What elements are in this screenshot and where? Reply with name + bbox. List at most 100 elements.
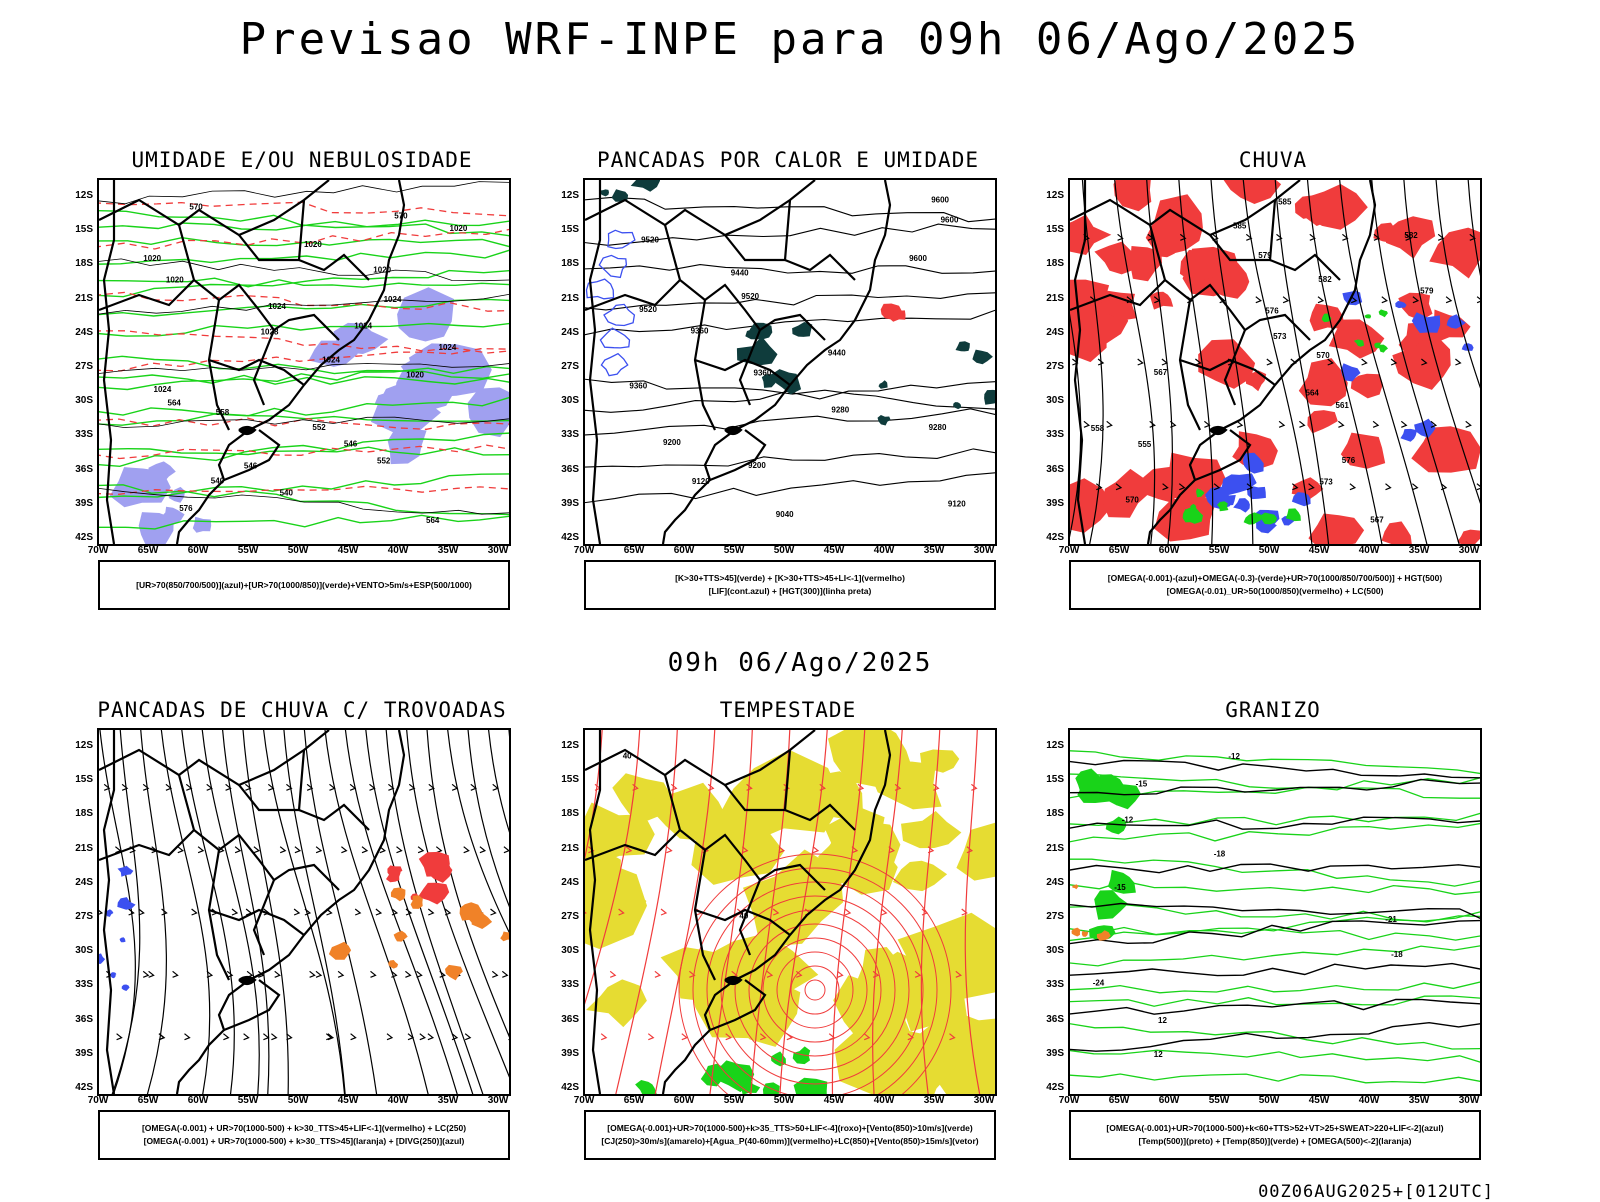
flow-arrow (338, 971, 343, 977)
lat-tick-label: 15S (65, 774, 93, 785)
lon-tick-label: 55W (1204, 1095, 1234, 1106)
legend-line: [UR>70(850/700/500)](azul)+[UR>70(1000/8… (100, 579, 508, 592)
panel-title-granizo: GRANIZO (1063, 698, 1483, 722)
lat-tick-label: 24S (551, 327, 579, 338)
lat-tick-label: 42S (65, 532, 93, 543)
shaded-area (771, 1051, 786, 1066)
lon-tick-label: 30W (483, 545, 513, 556)
main-title: Previsao WRF-INPE para 09h 06/Ago/2025 (0, 14, 1600, 65)
shaded-area (418, 883, 449, 905)
lat-tick-label: 21S (1036, 843, 1064, 854)
lat-tick-label: 36S (1036, 1014, 1064, 1025)
legend-chuva: [OMEGA(-0.001)-(azul)+OMEGA(-0.3)-(verde… (1069, 560, 1481, 610)
contour-label: 570 (1316, 351, 1330, 360)
lat-tick-label: 15S (1036, 224, 1064, 235)
lon-tick-label: 45W (819, 1095, 849, 1106)
legend-line: [OMEGA(-0.001)+UR>70(1000-500)+k>35_TTS>… (586, 1122, 994, 1135)
lon-tick-label: 60W (669, 1095, 699, 1106)
contour-label: 12 (1154, 1050, 1163, 1059)
contour-label: 552 (377, 457, 391, 466)
lon-tick-label: 70W (1054, 545, 1084, 556)
shaded-area (1379, 309, 1388, 317)
border-line (254, 880, 274, 955)
flow-arrow (198, 847, 203, 853)
flow-arrow (371, 971, 376, 977)
shaded-area (953, 402, 961, 409)
border-line (179, 775, 339, 890)
contour-label: 9120 (692, 477, 710, 486)
lat-tick-label: 36S (65, 1014, 93, 1025)
contour-label: 564 (168, 399, 182, 408)
legend-umidade: [UR>70(850/700/500)](azul)+[UR>70(1000/8… (98, 560, 510, 610)
lake-mark (725, 977, 741, 984)
lon-tick-label: 50W (769, 545, 799, 556)
lon-tick-label: 40W (869, 545, 899, 556)
flow-arrow (601, 1034, 606, 1040)
lon-tick-label: 55W (233, 1095, 263, 1106)
flow-arrow (648, 1034, 653, 1040)
contour-line (1070, 1050, 1480, 1064)
contour-line (585, 472, 995, 503)
lat-tick-label: 36S (551, 464, 579, 475)
contour-label: 1024 (384, 295, 402, 304)
contour-label: 1024 (354, 321, 372, 330)
lat-tick-label: 21S (65, 293, 93, 304)
vortex-ring (805, 980, 825, 1000)
contour-label: 579 (1258, 251, 1272, 260)
map-canvas-chuva: 5855855825795825795765735705675645615585… (1070, 180, 1480, 544)
shaded-area (117, 897, 135, 910)
flow-arrow (502, 971, 507, 977)
lat-tick-label: 42S (551, 532, 579, 543)
contour-label: -15 (1136, 779, 1148, 788)
lif-line (600, 328, 629, 348)
legend-pancadas-calor: [K>30+TTS>45](verde) + [K>30+TTS>45+LI<-… (584, 560, 996, 610)
contour-label: -18 (1391, 950, 1403, 959)
lon-tick-label: 30W (1454, 545, 1484, 556)
flow-arrow (436, 847, 441, 853)
contour-label: 1020 (450, 224, 468, 233)
legend-line: [CJ(250)>30m/s](amarelo)+[Agua_P(40-60mm… (586, 1135, 994, 1148)
flow-arrow (275, 971, 280, 977)
contour-label: 564 (426, 516, 440, 525)
contour-label: 1020 (373, 266, 391, 275)
contour-label: -12 (1228, 752, 1240, 761)
lon-tick-label: 70W (1054, 1095, 1084, 1106)
lon-tick-label: 65W (619, 545, 649, 556)
flow-arrow (1401, 421, 1406, 427)
contour-label: 576 (1342, 456, 1356, 465)
lat-tick-label: 27S (1036, 361, 1064, 372)
shaded-area (1400, 429, 1417, 442)
contour-line (99, 270, 509, 296)
streamline (488, 730, 509, 1094)
lon-tick-label: 60W (669, 545, 699, 556)
contour-label: 1024 (154, 385, 172, 394)
contour-label: -15 (1114, 883, 1126, 892)
contour-line (1070, 761, 1480, 778)
flow-arrow (99, 909, 102, 915)
shaded-area (1365, 314, 1372, 318)
lat-tick-label: 30S (551, 395, 579, 406)
flow-arrow (280, 847, 285, 853)
contour-label: 570 (1126, 495, 1140, 504)
contour-line (1070, 1023, 1480, 1052)
contour-label: 9440 (731, 269, 749, 278)
flow-arrow (1279, 421, 1284, 427)
lon-tick-label: 70W (569, 1095, 599, 1106)
lon-tick-label: 35W (1404, 545, 1434, 556)
shaded-area (956, 341, 970, 351)
flow-arrow (316, 971, 321, 977)
shaded-area (1233, 498, 1250, 512)
run-timestamp: 00Z06AUG2025+[012UTC] (1258, 1182, 1494, 1202)
shaded-area (445, 965, 463, 981)
panel-title-tempestade: TEMPESTADE (578, 698, 998, 722)
lat-tick-label: 15S (551, 224, 579, 235)
panel-title-pancadas-trovoadas: PANCADAS DE CHUVA C/ TROVOADAS (92, 698, 512, 722)
lif-line (601, 354, 627, 376)
contour-label: 546 (244, 462, 258, 471)
lat-tick-label: 33S (65, 429, 93, 440)
lat-tick-label: 33S (1036, 429, 1064, 440)
lif-line (608, 230, 635, 248)
lake-mark (239, 977, 255, 984)
